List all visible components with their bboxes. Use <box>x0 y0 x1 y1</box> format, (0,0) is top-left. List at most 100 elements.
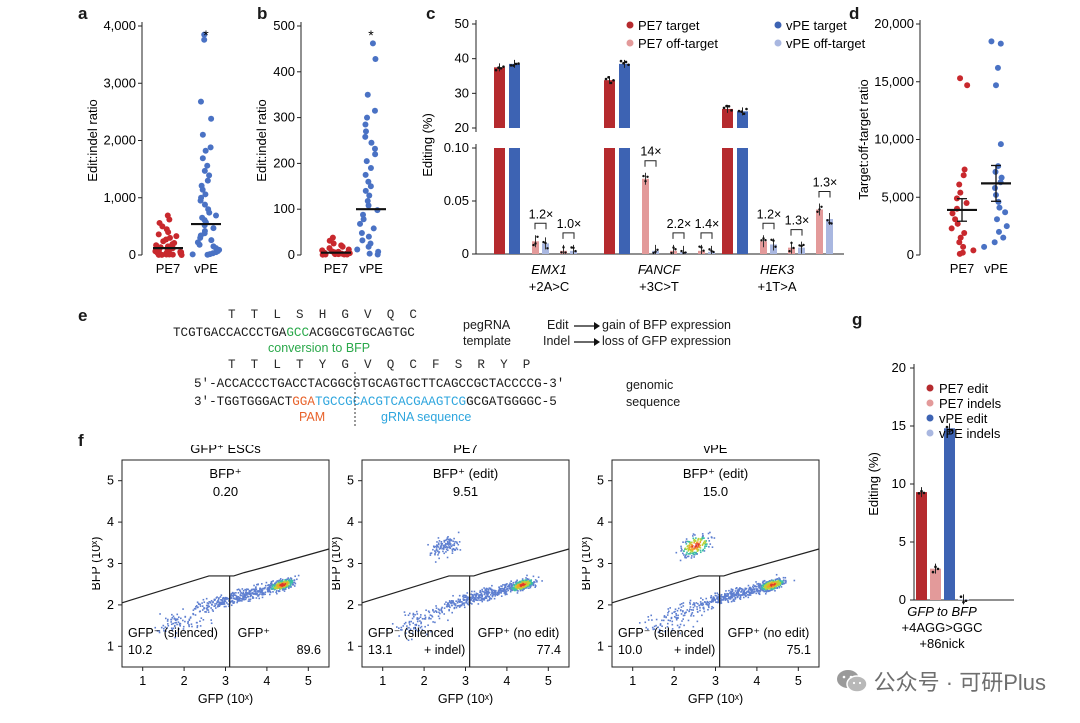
event-dot <box>690 613 693 616</box>
event-dot <box>768 580 771 582</box>
event-dot <box>644 621 647 624</box>
event-dot <box>474 596 476 599</box>
event-dot <box>280 585 283 587</box>
replicate-dot <box>740 110 743 113</box>
event-dot <box>704 545 706 548</box>
event-dot <box>176 623 178 626</box>
event-dot <box>403 622 406 625</box>
event-dot <box>445 601 447 603</box>
event-dot <box>697 537 700 540</box>
event-dot <box>414 626 416 629</box>
event-dot <box>216 605 219 608</box>
event-dot <box>196 626 199 629</box>
gfp-neg-value: 10.0 <box>618 643 642 657</box>
event-dot <box>236 601 238 604</box>
event-dot <box>517 590 519 592</box>
event-dot <box>519 589 522 592</box>
event-dot <box>217 604 220 606</box>
event-dot <box>424 616 427 619</box>
event-dot <box>410 620 413 623</box>
event-dot <box>450 604 453 607</box>
data-point <box>204 177 211 184</box>
event-dot <box>717 601 719 604</box>
event-dot <box>220 599 222 601</box>
event-dot <box>222 596 225 599</box>
event-dot <box>761 581 764 584</box>
event-dot <box>430 614 433 617</box>
event-dot <box>283 590 286 592</box>
gfp-neg-label: GFP⁻ (silenced <box>368 626 454 640</box>
event-dot <box>673 616 676 618</box>
event-dot <box>217 599 220 601</box>
event-dot <box>529 585 531 587</box>
event-dot <box>178 622 181 625</box>
event-dot <box>498 593 500 596</box>
event-dot <box>437 552 440 554</box>
event-dot <box>262 593 265 595</box>
event-dot <box>705 545 708 548</box>
event-dot <box>442 546 445 549</box>
replicate-dot <box>964 599 968 603</box>
event-dot <box>178 628 180 630</box>
event-dot <box>704 540 706 542</box>
data-point <box>160 238 167 245</box>
event-dot <box>694 605 696 607</box>
event-dot <box>764 592 767 595</box>
event-dot <box>724 597 727 599</box>
event-dot <box>437 542 440 544</box>
event-dot <box>681 620 683 622</box>
event-dot <box>720 595 722 598</box>
event-dot <box>453 542 456 545</box>
event-dot <box>779 579 782 582</box>
event-dot <box>249 598 252 601</box>
event-dot <box>527 578 530 581</box>
event-dot <box>232 595 235 597</box>
event-dot <box>238 600 240 602</box>
event-dot <box>212 601 214 604</box>
data-point <box>954 220 961 227</box>
legend-marker <box>774 21 782 29</box>
event-dot <box>717 596 720 599</box>
y-tick-label: 1 <box>597 639 604 653</box>
event-dot <box>487 590 489 593</box>
event-dot <box>701 543 704 546</box>
event-dot <box>522 582 524 585</box>
event-dot <box>188 625 190 628</box>
event-dot <box>432 621 434 623</box>
genomic-rest: GCGTGCAGTGCTTCAGCCGCTACCCCG-3′ <box>337 377 565 391</box>
event-dot <box>242 596 245 599</box>
event-dot <box>706 543 708 545</box>
legend-label: vPE edit <box>939 411 988 426</box>
replicate-dot <box>499 66 503 70</box>
event-dot <box>764 588 766 591</box>
event-dot <box>471 593 474 596</box>
event-dot <box>762 589 764 592</box>
event-dot <box>724 599 727 601</box>
event-dot <box>696 606 698 608</box>
event-dot <box>462 598 465 600</box>
event-dot <box>662 619 665 622</box>
event-dot <box>638 622 641 624</box>
x-tick-label: vPE <box>194 261 218 276</box>
event-dot <box>197 606 199 608</box>
event-dot <box>243 596 246 598</box>
event-dot <box>491 592 494 594</box>
event-dot <box>444 539 447 542</box>
event-dot <box>667 611 669 614</box>
x-tick-label: 1 <box>379 674 386 688</box>
event-dot <box>749 588 752 591</box>
event-dot <box>435 611 438 613</box>
replicate-dot <box>612 78 615 82</box>
event-dot <box>751 588 753 591</box>
event-dot <box>504 591 506 594</box>
event-dot <box>679 623 682 626</box>
replicate-dot <box>514 62 518 66</box>
event-dot <box>202 618 205 621</box>
target-bar-bottom <box>619 148 630 254</box>
event-dot <box>156 630 159 632</box>
fold-bracket <box>790 229 803 236</box>
event-dot <box>466 599 468 602</box>
event-dot <box>467 596 470 599</box>
event-dot <box>458 606 461 608</box>
